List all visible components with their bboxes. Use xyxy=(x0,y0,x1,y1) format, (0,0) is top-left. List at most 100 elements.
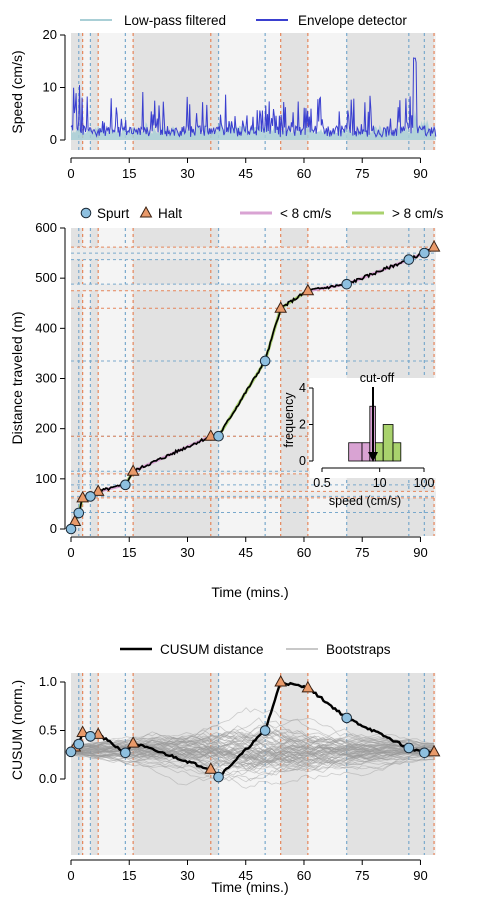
cusum-bootstrap-60 xyxy=(70,742,435,764)
dist-band-1 xyxy=(90,228,99,536)
cusum-halt-marker-4 xyxy=(204,762,218,774)
cusum-bootstrap-64 xyxy=(70,749,435,768)
legend-halt-marker xyxy=(139,205,153,218)
inset-y-label: frequency xyxy=(282,392,296,448)
dist-spurt-marker-8 xyxy=(419,247,430,259)
speed-y-tick-label-0: 0 xyxy=(50,132,57,147)
dist-y-tick-label-2: 200 xyxy=(35,421,57,436)
legend-spurt-label: Spurt xyxy=(97,206,130,221)
inset-bar-high-0 xyxy=(374,442,384,462)
cusum-bootstrap-25 xyxy=(70,746,435,762)
cusum-band-2 xyxy=(133,673,219,855)
cusum-x-tick-label-2: 30 xyxy=(180,868,194,883)
dist-level-band-0 xyxy=(71,491,436,498)
cusum-bootstrap-26 xyxy=(70,745,435,764)
speed-y-label: Speed (cm/s) xyxy=(9,50,25,133)
cusum-band-4 xyxy=(346,673,435,855)
cusum-bootstrap-62 xyxy=(70,707,435,748)
cusum-x-label: Time (mins.) xyxy=(211,879,288,895)
cusum-spurt-marker-1 xyxy=(73,738,85,750)
dist-y-label: Distance traveled (m) xyxy=(9,311,25,444)
cusum-bootstrap-29 xyxy=(70,729,435,751)
dist-spurt-marker-3 xyxy=(120,479,131,491)
legend-cusum-label: CUSUM distance xyxy=(160,642,264,657)
dist-y-tick-label-1: 100 xyxy=(35,471,57,486)
cusum-bootstrap-3 xyxy=(70,718,435,747)
speed-envelope-series xyxy=(70,57,437,138)
inset-bar-low-0 xyxy=(348,442,363,462)
legend-slow-label: < 8 cm/s xyxy=(280,206,332,221)
dist-x-tick-label-4: 60 xyxy=(297,545,311,560)
dist-y-tick-label-3: 300 xyxy=(35,371,57,386)
dist-spurt-marker-7 xyxy=(403,254,415,265)
cusum-halt-marker-3 xyxy=(126,736,140,748)
cusum-bootstrap-18 xyxy=(70,743,435,759)
cusum-spurt-marker-6 xyxy=(341,712,352,724)
legend-bootstrap-label: Bootstraps xyxy=(326,642,391,657)
dist-halt-marker-5 xyxy=(274,301,288,313)
cusum-bootstrap-47 xyxy=(70,747,435,775)
cusum-bootstrap-48 xyxy=(70,746,435,766)
cusum-bootstrap-24 xyxy=(70,750,435,789)
legend-lowpass-label: Low-pass filtered xyxy=(124,13,226,28)
dist-y-tick-label-4: 400 xyxy=(35,320,57,335)
cusum-bootstrap-58 xyxy=(70,732,435,759)
inset-bar-low-1 xyxy=(361,442,371,462)
cusum-x-tick-label-3: 45 xyxy=(238,868,252,883)
legend-spurt-marker xyxy=(80,207,92,219)
cusum-bootstrap-15 xyxy=(70,748,435,767)
speed-y-tick-label-1: 10 xyxy=(43,80,57,95)
cusum-spurt-marker-7 xyxy=(403,742,415,754)
cusum-bootstrap-36 xyxy=(70,747,435,782)
cusum-bootstrap-30 xyxy=(70,747,435,769)
cusum-bootstrap-61 xyxy=(70,730,435,757)
cusum-band-1 xyxy=(90,673,99,855)
inset-y-tick-label-2: 4 xyxy=(299,381,306,395)
cusum-bootstrap-21 xyxy=(70,744,435,760)
dist-halt-marker-2 xyxy=(91,484,105,496)
dist-level-band-5 xyxy=(71,284,436,291)
cusum-bootstrap-57 xyxy=(70,744,435,770)
cusum-bootstrap-55 xyxy=(70,724,435,751)
cusum-bootstrap-53 xyxy=(70,744,435,762)
speed-x-tick-label-3: 45 xyxy=(238,166,252,181)
inset-y-tick-label-0: 0 xyxy=(299,454,306,468)
dist-halt-marker-3 xyxy=(126,464,140,476)
speed-x-tick-label-0: 0 xyxy=(67,166,74,181)
dist-band-2 xyxy=(133,228,219,536)
dist-level-band-1 xyxy=(71,471,436,474)
cusum-bootstrap-50 xyxy=(70,746,435,759)
cusum-spurt-marker-4 xyxy=(213,771,224,783)
dist-spurt-marker-0 xyxy=(65,523,77,535)
dist-spurt-marker-1 xyxy=(73,507,85,519)
cusum-bootstrap-68 xyxy=(70,747,435,767)
cusum-bootstrap-9 xyxy=(70,744,435,764)
dist-x-tick-label-2: 30 xyxy=(180,545,194,560)
cusum-x-tick-label-6: 90 xyxy=(413,868,427,883)
cusum-halt-marker-5 xyxy=(274,674,288,687)
dist-x-tick-label-6: 90 xyxy=(413,545,427,560)
cusum-spurt-marker-5 xyxy=(259,725,271,736)
cusum-bootstrap-51 xyxy=(70,739,435,764)
speed-x-tick-label-2: 30 xyxy=(180,166,194,181)
dist-x-label: Time (mins.) xyxy=(211,584,288,600)
cusum-bootstrap-46 xyxy=(70,743,435,764)
cusum-band-3 xyxy=(280,673,308,855)
cusum-bootstrap-37 xyxy=(70,741,435,769)
cusum-bootstrap-31 xyxy=(70,749,435,767)
cusum-bootstrap-0 xyxy=(70,732,435,758)
cusum-bootstrap-45 xyxy=(71,743,435,762)
cusum-spurt-marker-8 xyxy=(419,747,430,759)
cusum-halt-marker-1 xyxy=(76,725,89,737)
inset-cutoff-arrow-head xyxy=(368,452,378,462)
legend-envelope-label: Envelope detector xyxy=(298,13,407,28)
cusum-bootstrap-35 xyxy=(70,741,435,759)
inset-bar-high-2 xyxy=(392,442,402,462)
dist-y-tick-label-6: 600 xyxy=(35,220,57,235)
dist-halt-marker-7 xyxy=(427,240,441,252)
inset-x-tick-label-0: 0.5 xyxy=(313,476,330,490)
dist-spurt-marker-5 xyxy=(259,355,271,367)
dist-y-tick-label-5: 500 xyxy=(35,270,57,285)
cusum-halt-marker-6 xyxy=(301,680,315,693)
cusum-x-tick-label-1: 15 xyxy=(122,868,136,883)
